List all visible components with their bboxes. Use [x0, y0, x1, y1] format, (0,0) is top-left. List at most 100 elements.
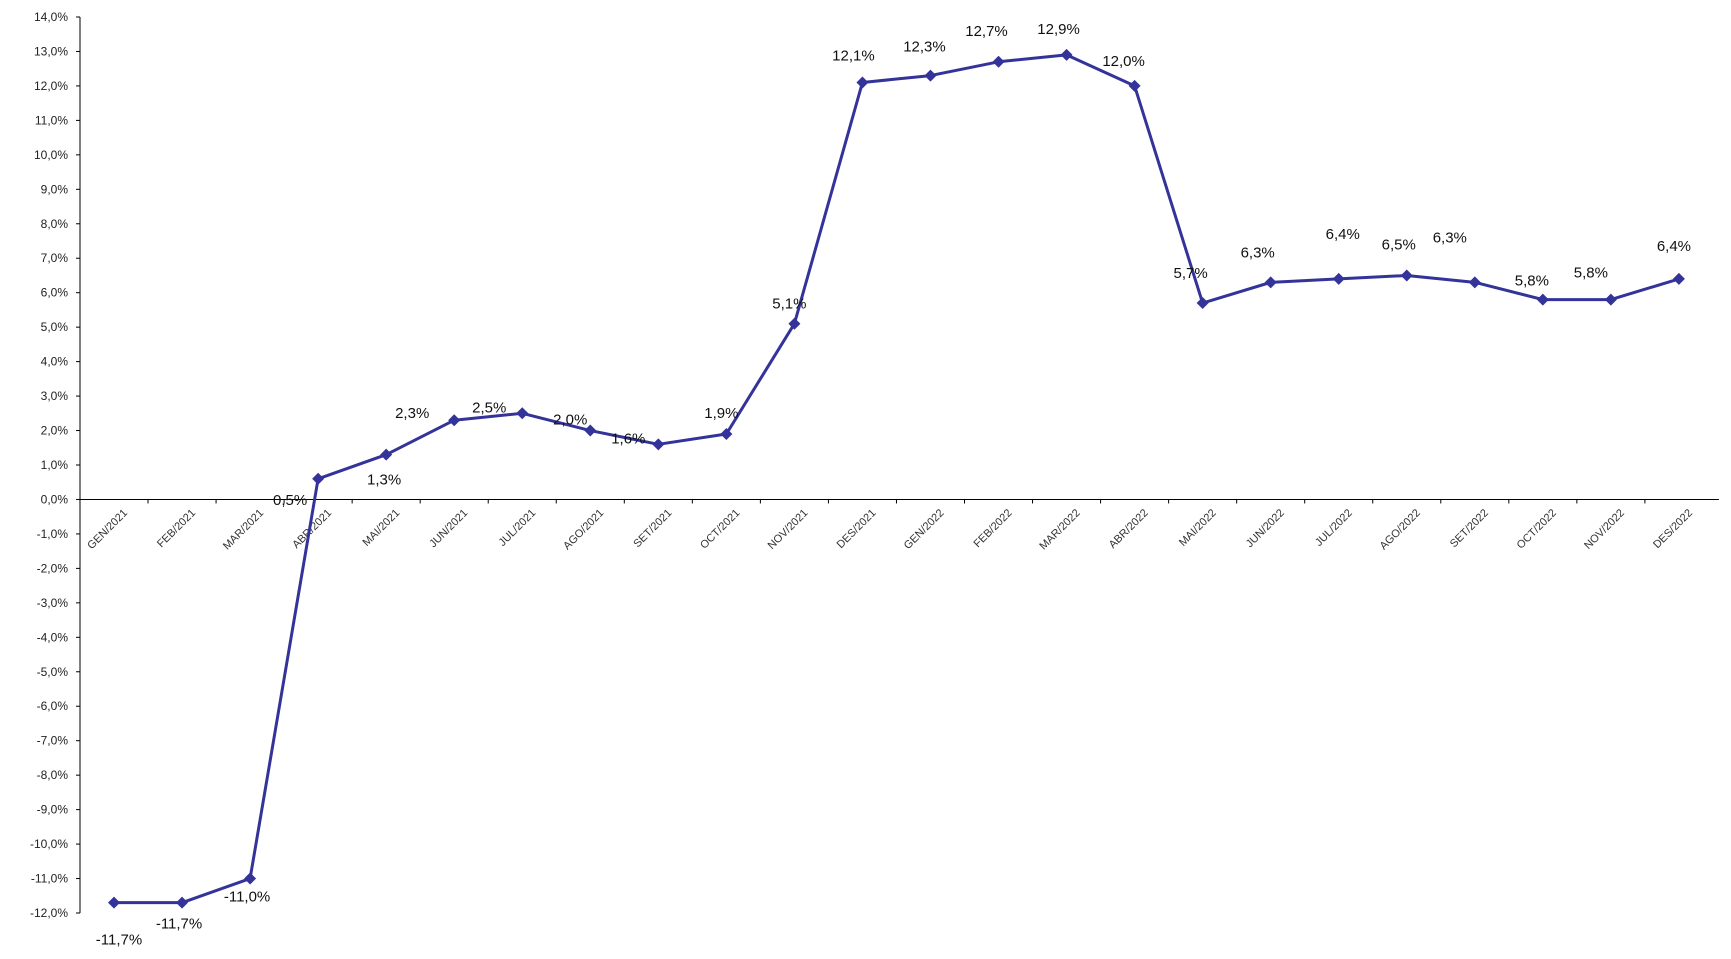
data-label: -11,0% — [224, 889, 270, 906]
data-label: 12,9% — [1037, 21, 1080, 38]
x-tick-label: MAR/2021 — [221, 507, 266, 552]
x-tick-label: MAR/2022 — [1037, 507, 1082, 552]
data-label: 5,8% — [1574, 265, 1608, 282]
data-label: 2,0% — [553, 412, 587, 429]
x-tick-label: NOV/2022 — [1582, 507, 1627, 552]
data-label: 6,3% — [1241, 244, 1275, 261]
data-point-marker — [108, 896, 120, 909]
data-point-marker — [1468, 276, 1481, 289]
data-point-marker — [1128, 79, 1141, 92]
y-tick-label: 0,0% — [41, 492, 69, 506]
data-point-marker — [992, 55, 1005, 68]
data-point-marker — [1400, 269, 1413, 282]
data-point-marker — [312, 472, 325, 485]
data-label: 12,1% — [832, 47, 875, 64]
series-line — [108, 48, 1685, 909]
data-point-marker — [1332, 272, 1345, 285]
data-label: -11,7% — [156, 916, 202, 933]
data-point-marker — [516, 407, 529, 420]
y-tick-label: 5,0% — [41, 320, 69, 334]
x-tick-label: AGO/2021 — [561, 507, 606, 552]
x-tick-label: JUN/2021 — [427, 507, 470, 550]
y-tick-label: 10,0% — [34, 148, 68, 162]
data-label: 2,3% — [395, 405, 429, 422]
x-tick-label: GEN/2021 — [85, 507, 130, 552]
data-label: 5,7% — [1174, 265, 1208, 282]
y-tick-label: -8,0% — [37, 768, 69, 782]
y-tick-label: 12,0% — [34, 79, 68, 93]
y-tick-label: 6,0% — [41, 286, 69, 300]
x-axis: GEN/2021 FEB/2021 MAR/2021 ABR/2021 MAI/2021… — [79, 498, 1719, 552]
data-point-marker — [720, 427, 733, 440]
y-tick-label: 3,0% — [41, 389, 69, 403]
y-tick-label: 4,0% — [41, 355, 69, 369]
data-point-marker — [448, 414, 461, 427]
data-label: 5,1% — [772, 296, 806, 313]
y-tick-label: -10,0% — [30, 837, 68, 851]
x-tick-label: FEB/2022 — [972, 507, 1015, 550]
data-labels: -11,7% -11,7% -11,0% 0,5% 1,3% 2,3% 2,5% 2,0% 1,… — [96, 21, 1691, 949]
data-point-marker — [1604, 293, 1617, 306]
y-tick-label: 1,0% — [41, 458, 69, 472]
data-label: 1,6% — [611, 430, 645, 447]
data-point-marker — [1264, 276, 1277, 289]
data-label: 6,3% — [1433, 229, 1467, 246]
x-tick-label: JUL/2021 — [497, 507, 539, 549]
y-tick-label: 13,0% — [34, 44, 68, 58]
y-tick-label: -2,0% — [37, 561, 69, 575]
y-tick-label: 7,0% — [41, 251, 69, 265]
y-tick-label: -3,0% — [37, 596, 69, 610]
x-tick-label: SET/2021 — [631, 507, 674, 550]
data-point-marker — [1196, 297, 1209, 310]
x-tick-label: JUL/2022 — [1313, 507, 1355, 549]
x-tick-label: FEB/2021 — [155, 507, 198, 550]
y-tick-label: -12,0% — [30, 906, 68, 920]
y-tick-label: 9,0% — [41, 182, 69, 196]
x-tick-label: JUN/2022 — [1244, 507, 1287, 550]
y-tick-label: 2,0% — [41, 424, 69, 438]
x-tick-label: ABR/2022 — [1107, 507, 1151, 551]
y-axis: 14,0% 13,0% 12,0% 11,0% 10,0% 9,0% 8,0% 7,0% 6,0… — [30, 10, 81, 920]
x-tick-label: DES/2022 — [1651, 507, 1695, 551]
y-tick-label: 14,0% — [34, 10, 68, 24]
data-label: 12,3% — [903, 39, 946, 56]
data-point-marker — [1536, 293, 1549, 306]
y-tick-label: -6,0% — [37, 699, 69, 713]
x-tick-label: DES/2021 — [835, 507, 879, 551]
data-point-marker — [924, 69, 937, 82]
data-label: 0,5% — [273, 492, 307, 509]
y-tick-label: -9,0% — [37, 803, 69, 817]
y-tick-label: -5,0% — [37, 665, 69, 679]
data-label: 12,0% — [1102, 53, 1145, 70]
data-point-marker — [380, 448, 393, 461]
data-label: 1,3% — [367, 472, 401, 489]
x-tick-label: AGO/2022 — [1378, 507, 1423, 552]
y-tick-label: -11,0% — [31, 872, 68, 886]
data-label: 12,7% — [965, 23, 1008, 40]
x-tick-label: SET/2022 — [1448, 507, 1491, 550]
data-point-marker — [788, 317, 801, 330]
data-point-marker — [176, 896, 189, 909]
x-tick-label: GEN/2022 — [902, 507, 947, 552]
x-tick-label: MAI/2021 — [360, 507, 402, 549]
y-tick-label: -4,0% — [37, 630, 69, 644]
y-tick-label: -7,0% — [37, 734, 69, 748]
data-label: 1,9% — [704, 405, 738, 422]
series-polyline — [114, 53, 1680, 905]
data-point-marker — [244, 872, 257, 885]
x-tick-label: OCT/2022 — [1515, 507, 1559, 551]
y-tick-label: -1,0% — [37, 527, 69, 541]
x-tick-label: OCT/2021 — [698, 507, 742, 551]
data-label: 6,4% — [1326, 226, 1360, 243]
data-label: 2,5% — [472, 399, 506, 416]
data-label: 6,4% — [1657, 238, 1691, 255]
data-point-marker — [652, 438, 665, 451]
data-label: 5,8% — [1515, 273, 1549, 290]
x-tick-label: NOV/2021 — [766, 507, 811, 552]
data-point-marker — [584, 424, 597, 437]
x-tick-label: MAI/2022 — [1177, 507, 1219, 549]
data-point-marker — [1672, 272, 1685, 285]
data-point-marker — [856, 76, 869, 89]
data-label: -11,7% — [96, 932, 142, 949]
